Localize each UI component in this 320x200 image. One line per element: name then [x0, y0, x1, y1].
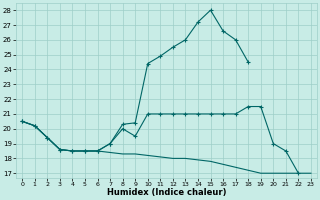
X-axis label: Humidex (Indice chaleur): Humidex (Indice chaleur)	[107, 188, 226, 197]
